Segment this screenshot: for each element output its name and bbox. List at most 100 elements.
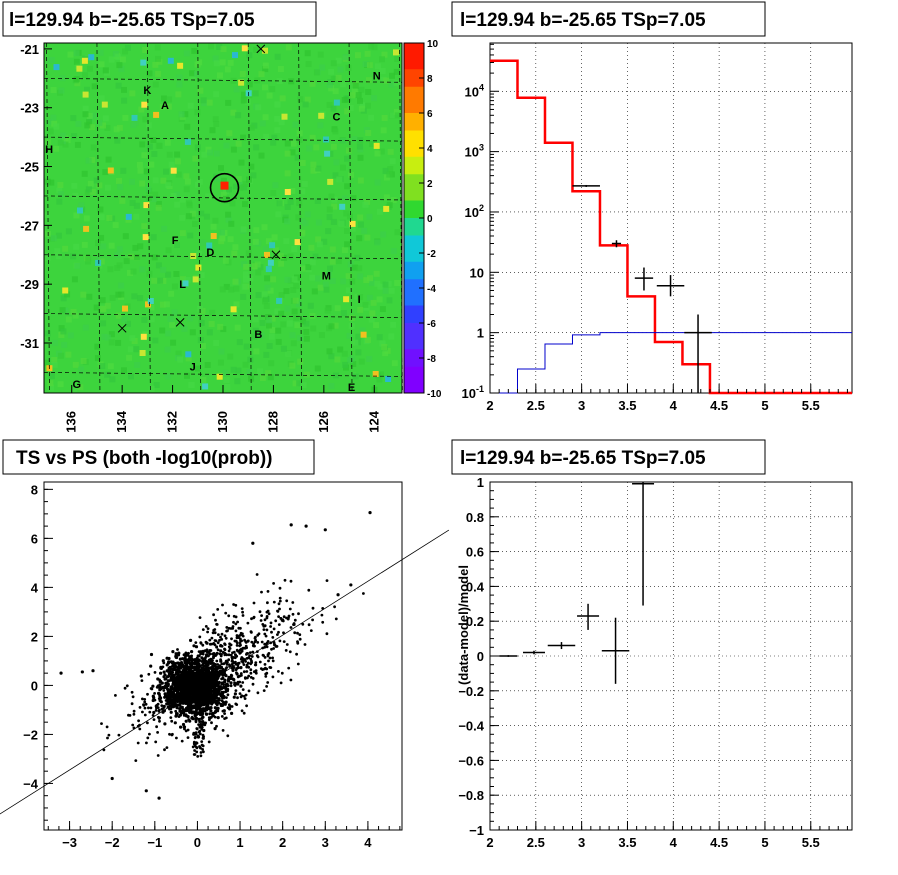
map-pixel	[94, 343, 101, 350]
map-pixel	[291, 308, 298, 315]
map-pixel	[271, 234, 278, 241]
map-cold-pixel	[53, 64, 60, 71]
scatter-point	[213, 628, 217, 631]
scatter-point	[114, 694, 117, 697]
map-pixel	[387, 166, 394, 173]
map-pixel	[217, 323, 224, 330]
map-pixel	[299, 265, 306, 272]
scatter-point	[239, 666, 242, 670]
map-pixel	[314, 198, 321, 204]
scatter-point	[271, 636, 275, 639]
scatter-point	[159, 700, 163, 704]
scatter-point	[291, 612, 295, 616]
scatter-point	[224, 716, 228, 720]
map-pixel	[192, 220, 199, 227]
scatter-point	[233, 639, 237, 643]
scatter-point	[149, 652, 154, 657]
scatter-point	[239, 626, 242, 630]
scatter-point	[210, 721, 213, 725]
map-pixel	[299, 218, 306, 225]
scatter-point	[245, 704, 249, 708]
map-panel: 136 134 132 130 128 126 124-21-23-25-27-29-31K…	[20, 39, 442, 433]
map-pixel	[82, 105, 89, 112]
map-pixel	[334, 305, 341, 312]
scatter-point	[240, 709, 244, 713]
scatter-point	[219, 635, 222, 639]
map-pixel	[368, 114, 375, 121]
scatter-point	[242, 670, 246, 674]
scatter-point	[223, 634, 227, 638]
map-pixel	[286, 320, 293, 327]
map-pixel	[73, 243, 80, 250]
map-pixel	[245, 250, 252, 257]
map-pixel	[100, 320, 107, 327]
map-pixel	[391, 360, 398, 367]
map-pixel	[117, 183, 124, 190]
scatter-point	[242, 711, 246, 715]
scatter-point	[215, 724, 218, 728]
scatter-point	[140, 679, 144, 682]
scatter-y-tick-label: −2	[23, 727, 38, 742]
map-hot-pixel	[82, 91, 89, 98]
scatter-point	[153, 698, 157, 702]
map-pixel	[379, 56, 385, 63]
map-pixel	[326, 348, 333, 355]
map-pixel	[383, 77, 390, 84]
scatter-x-tick-label: −1	[147, 835, 162, 850]
map-pixel	[58, 87, 65, 94]
map-pixel	[232, 244, 239, 251]
map-pixel	[183, 186, 190, 193]
scatter-point	[220, 715, 224, 718]
map-pixel	[90, 144, 97, 151]
map-pixel	[377, 371, 384, 378]
map-source-label: C	[332, 112, 340, 124]
colorbar-cell	[404, 113, 424, 123]
map-pixel	[208, 321, 215, 327]
map-pixel	[297, 358, 304, 365]
map-pixel	[206, 99, 213, 106]
map-pixel	[52, 339, 58, 346]
scatter-point	[158, 678, 162, 682]
map-pixel	[213, 150, 220, 157]
map-source-label: M	[322, 270, 331, 282]
map-pixel	[222, 257, 229, 264]
map-pixel	[326, 101, 333, 108]
scatter-point	[173, 662, 177, 666]
scatter-point	[147, 672, 151, 676]
scatter-point	[106, 736, 109, 740]
map-grid-line	[43, 77, 403, 83]
map-pixel	[194, 144, 201, 151]
colorbar-cell	[404, 104, 424, 114]
map-pixel	[137, 243, 144, 250]
scatter-point	[201, 748, 205, 751]
res-y-tick-label: 1	[477, 475, 484, 490]
map-pixel	[307, 302, 314, 309]
scatter-point	[215, 707, 219, 710]
scatter-point	[155, 703, 159, 707]
map-pixel	[150, 234, 157, 241]
colorbar-tick-label: -8	[427, 354, 436, 365]
scatter-point	[197, 654, 201, 658]
map-pixel	[351, 264, 358, 271]
scatter-point	[269, 621, 273, 625]
map-pixel	[164, 373, 171, 380]
map-pixel	[232, 310, 239, 317]
scatter-point	[263, 618, 267, 622]
map-hot-pixel	[140, 333, 147, 340]
map-pixel	[230, 366, 237, 373]
map-pixel	[355, 333, 362, 340]
map-pixel	[177, 356, 184, 363]
scatter-point	[241, 610, 245, 614]
map-pixel	[317, 284, 324, 291]
map-pixel	[240, 91, 247, 98]
scatter-point	[165, 669, 169, 673]
map-pixel	[80, 291, 87, 298]
scatter-point	[292, 622, 296, 625]
map-pixel	[91, 83, 98, 90]
map-pixel	[235, 367, 242, 374]
scatter-point	[301, 622, 305, 626]
map-pixel	[329, 278, 336, 284]
scatter-point	[241, 688, 245, 691]
map-pixel	[352, 339, 359, 346]
scatter-point	[289, 523, 293, 527]
